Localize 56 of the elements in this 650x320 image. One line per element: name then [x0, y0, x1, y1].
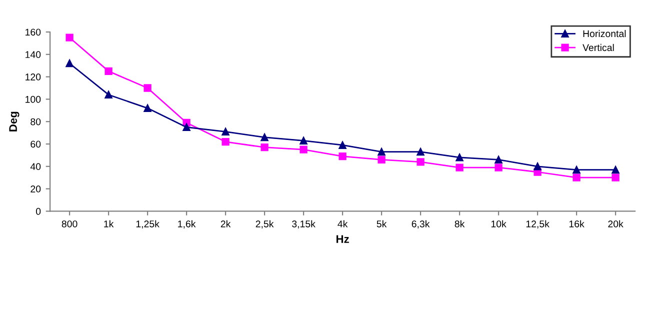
legend-label: Horizontal: [583, 30, 626, 38]
point: [534, 162, 542, 170]
x-tick-label: 1k: [104, 220, 114, 228]
y-tick-label: 0: [36, 208, 41, 215]
point: [612, 166, 620, 174]
point: [494, 156, 502, 164]
point: [104, 90, 112, 99]
point: [572, 174, 580, 182]
x-tick-label: 5k: [376, 220, 387, 228]
x-tick-label: 12,5k: [526, 220, 550, 229]
point: [144, 104, 152, 112]
y-tick-label: 120: [26, 74, 41, 80]
point: [416, 148, 424, 156]
y-tick-label: 100: [26, 96, 41, 103]
x-tick-label: 800: [62, 220, 78, 228]
x-tick-label: 8k: [454, 220, 465, 228]
y-tick-label: 20: [30, 186, 41, 192]
point: [456, 154, 464, 162]
x-tick-label: 20k: [608, 220, 624, 228]
x-tick-label: 16k: [569, 220, 584, 228]
point: [222, 128, 230, 136]
x-axis-title: Hz: [336, 235, 349, 243]
y-axis-title: Deg: [9, 112, 20, 132]
y-tick-label: 40: [30, 163, 41, 170]
point: [494, 164, 502, 172]
y-tick-label: 140: [26, 51, 41, 58]
x-tick-label: 4k: [338, 220, 348, 228]
point: [338, 152, 346, 160]
point: [66, 34, 74, 42]
point: [456, 164, 464, 172]
point: [260, 133, 268, 142]
point: [260, 144, 268, 152]
point: [338, 141, 346, 149]
point: [300, 146, 308, 154]
x-tick-label: 1,6k: [178, 220, 196, 229]
x-tick-label: 2,5k: [256, 220, 274, 229]
point: [104, 67, 112, 76]
x-tick-label: 1,25k: [136, 220, 160, 229]
point: [300, 136, 308, 144]
point: [416, 158, 424, 166]
x-tick-label: 10k: [491, 220, 506, 228]
x-tick-label: 3,15k: [292, 220, 316, 229]
point: [572, 166, 580, 174]
point: [144, 84, 152, 92]
y-tick-label: 80: [30, 118, 41, 126]
y-tick-label: 160: [26, 28, 41, 36]
point: [378, 148, 386, 156]
point: [182, 123, 190, 132]
point: [66, 60, 74, 68]
point: [378, 156, 386, 164]
point: [222, 138, 230, 146]
y-tick-label: 60: [30, 140, 41, 148]
x-tick-label: 6,3k: [412, 220, 430, 229]
legend-label: Vertical: [582, 44, 614, 52]
x-tick-label: 2k: [220, 220, 231, 228]
point: [612, 174, 620, 182]
